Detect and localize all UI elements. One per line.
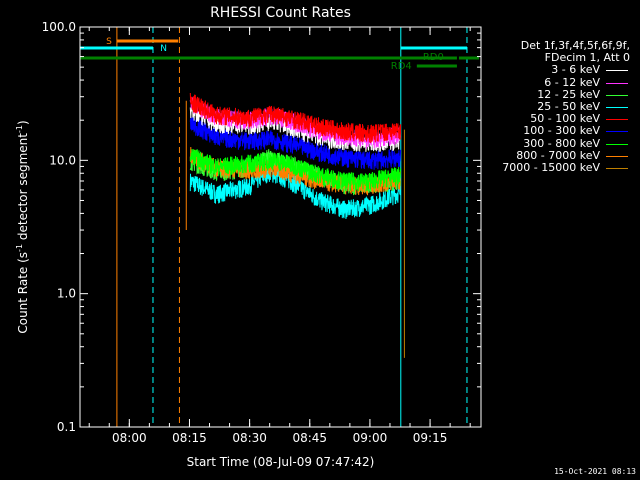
x-tick-label-4: 09:00: [353, 431, 388, 445]
series-trace-3: [189, 164, 401, 219]
legend-label: 6 - 12 keV: [544, 75, 600, 89]
timestamp: 15-Oct-2021 08:13: [554, 467, 636, 476]
legend-label: 7000 - 15000 keV: [502, 160, 600, 174]
legend-swatch: [606, 131, 628, 133]
legend-row: 25 - 50 keV: [478, 99, 630, 113]
legend-row: 800 - 7000 keV: [478, 148, 630, 162]
legend-label: 3 - 6 keV: [551, 63, 600, 77]
legend-swatch: [606, 70, 628, 72]
legend-label: 100 - 300 keV: [523, 124, 600, 138]
legend-header-decimation: FDecim 1, Att 0: [544, 51, 630, 65]
legend-swatch: [606, 94, 628, 96]
series-trace-6: [189, 149, 402, 192]
x-tick-label-0: 08:00: [112, 431, 147, 445]
legend-label: 800 - 7000 keV: [516, 148, 600, 162]
y-tick-label-1: 10.0: [49, 153, 76, 167]
x-tick-label-1: 08:15: [172, 431, 207, 445]
y-tick-label-0: 100.0: [42, 20, 76, 34]
legend-swatch: [606, 155, 628, 157]
legend: Det 1f,3f,4f,5f,6f,9f, FDecim 1, Att 0 3…: [478, 39, 630, 174]
legend-row: 12 - 25 keV: [478, 87, 630, 101]
legend-row: 50 - 100 keV: [478, 112, 630, 126]
flag-label-rd4: RD4: [391, 61, 412, 72]
legend-swatch: [606, 82, 628, 84]
y-tick-label-3: 0.1: [57, 420, 76, 434]
legend-swatch: [606, 167, 628, 169]
x-tick-label-3: 08:45: [292, 431, 327, 445]
x-tick-label-5: 09:15: [413, 431, 448, 445]
legend-row: 100 - 300 keV: [478, 125, 630, 137]
legend-row: 6 - 12 keV: [478, 75, 630, 89]
series-trace-5: [189, 116, 402, 170]
legend-swatch: [606, 119, 628, 121]
legend-row: 300 - 800 keV: [478, 136, 630, 150]
series-trace-4: [189, 92, 402, 144]
x-axis-label: Start Time (08-Jul-09 07:47:42): [187, 455, 375, 469]
legend-label: 300 - 800 keV: [523, 136, 600, 150]
legend-label: 12 - 25 keV: [537, 87, 600, 101]
legend-swatch: [606, 143, 628, 145]
legend-row: 3 - 6 keV: [478, 64, 630, 76]
x-tick-label-2: 08:30: [232, 431, 267, 445]
legend-label: 25 - 50 keV: [537, 99, 600, 113]
legend-row: 7000 - 15000 keV: [478, 160, 630, 174]
flag-label-n: N: [160, 44, 167, 54]
flag-label-s: S: [106, 37, 112, 47]
chart-title: RHESSI Count Rates: [210, 5, 351, 21]
legend-header-detectors: Det 1f,3f,4f,5f,6f,9f,: [520, 39, 630, 52]
y-tick-label-2: 1.0: [57, 287, 76, 301]
y-axis-label: Count Rate (s-1 detector segment-1): [15, 120, 30, 333]
flag-label-rd0: RD0: [423, 52, 444, 63]
legend-label: 50 - 100 keV: [530, 112, 600, 126]
plot-frame: [79, 26, 482, 428]
legend-swatch: [606, 106, 628, 108]
